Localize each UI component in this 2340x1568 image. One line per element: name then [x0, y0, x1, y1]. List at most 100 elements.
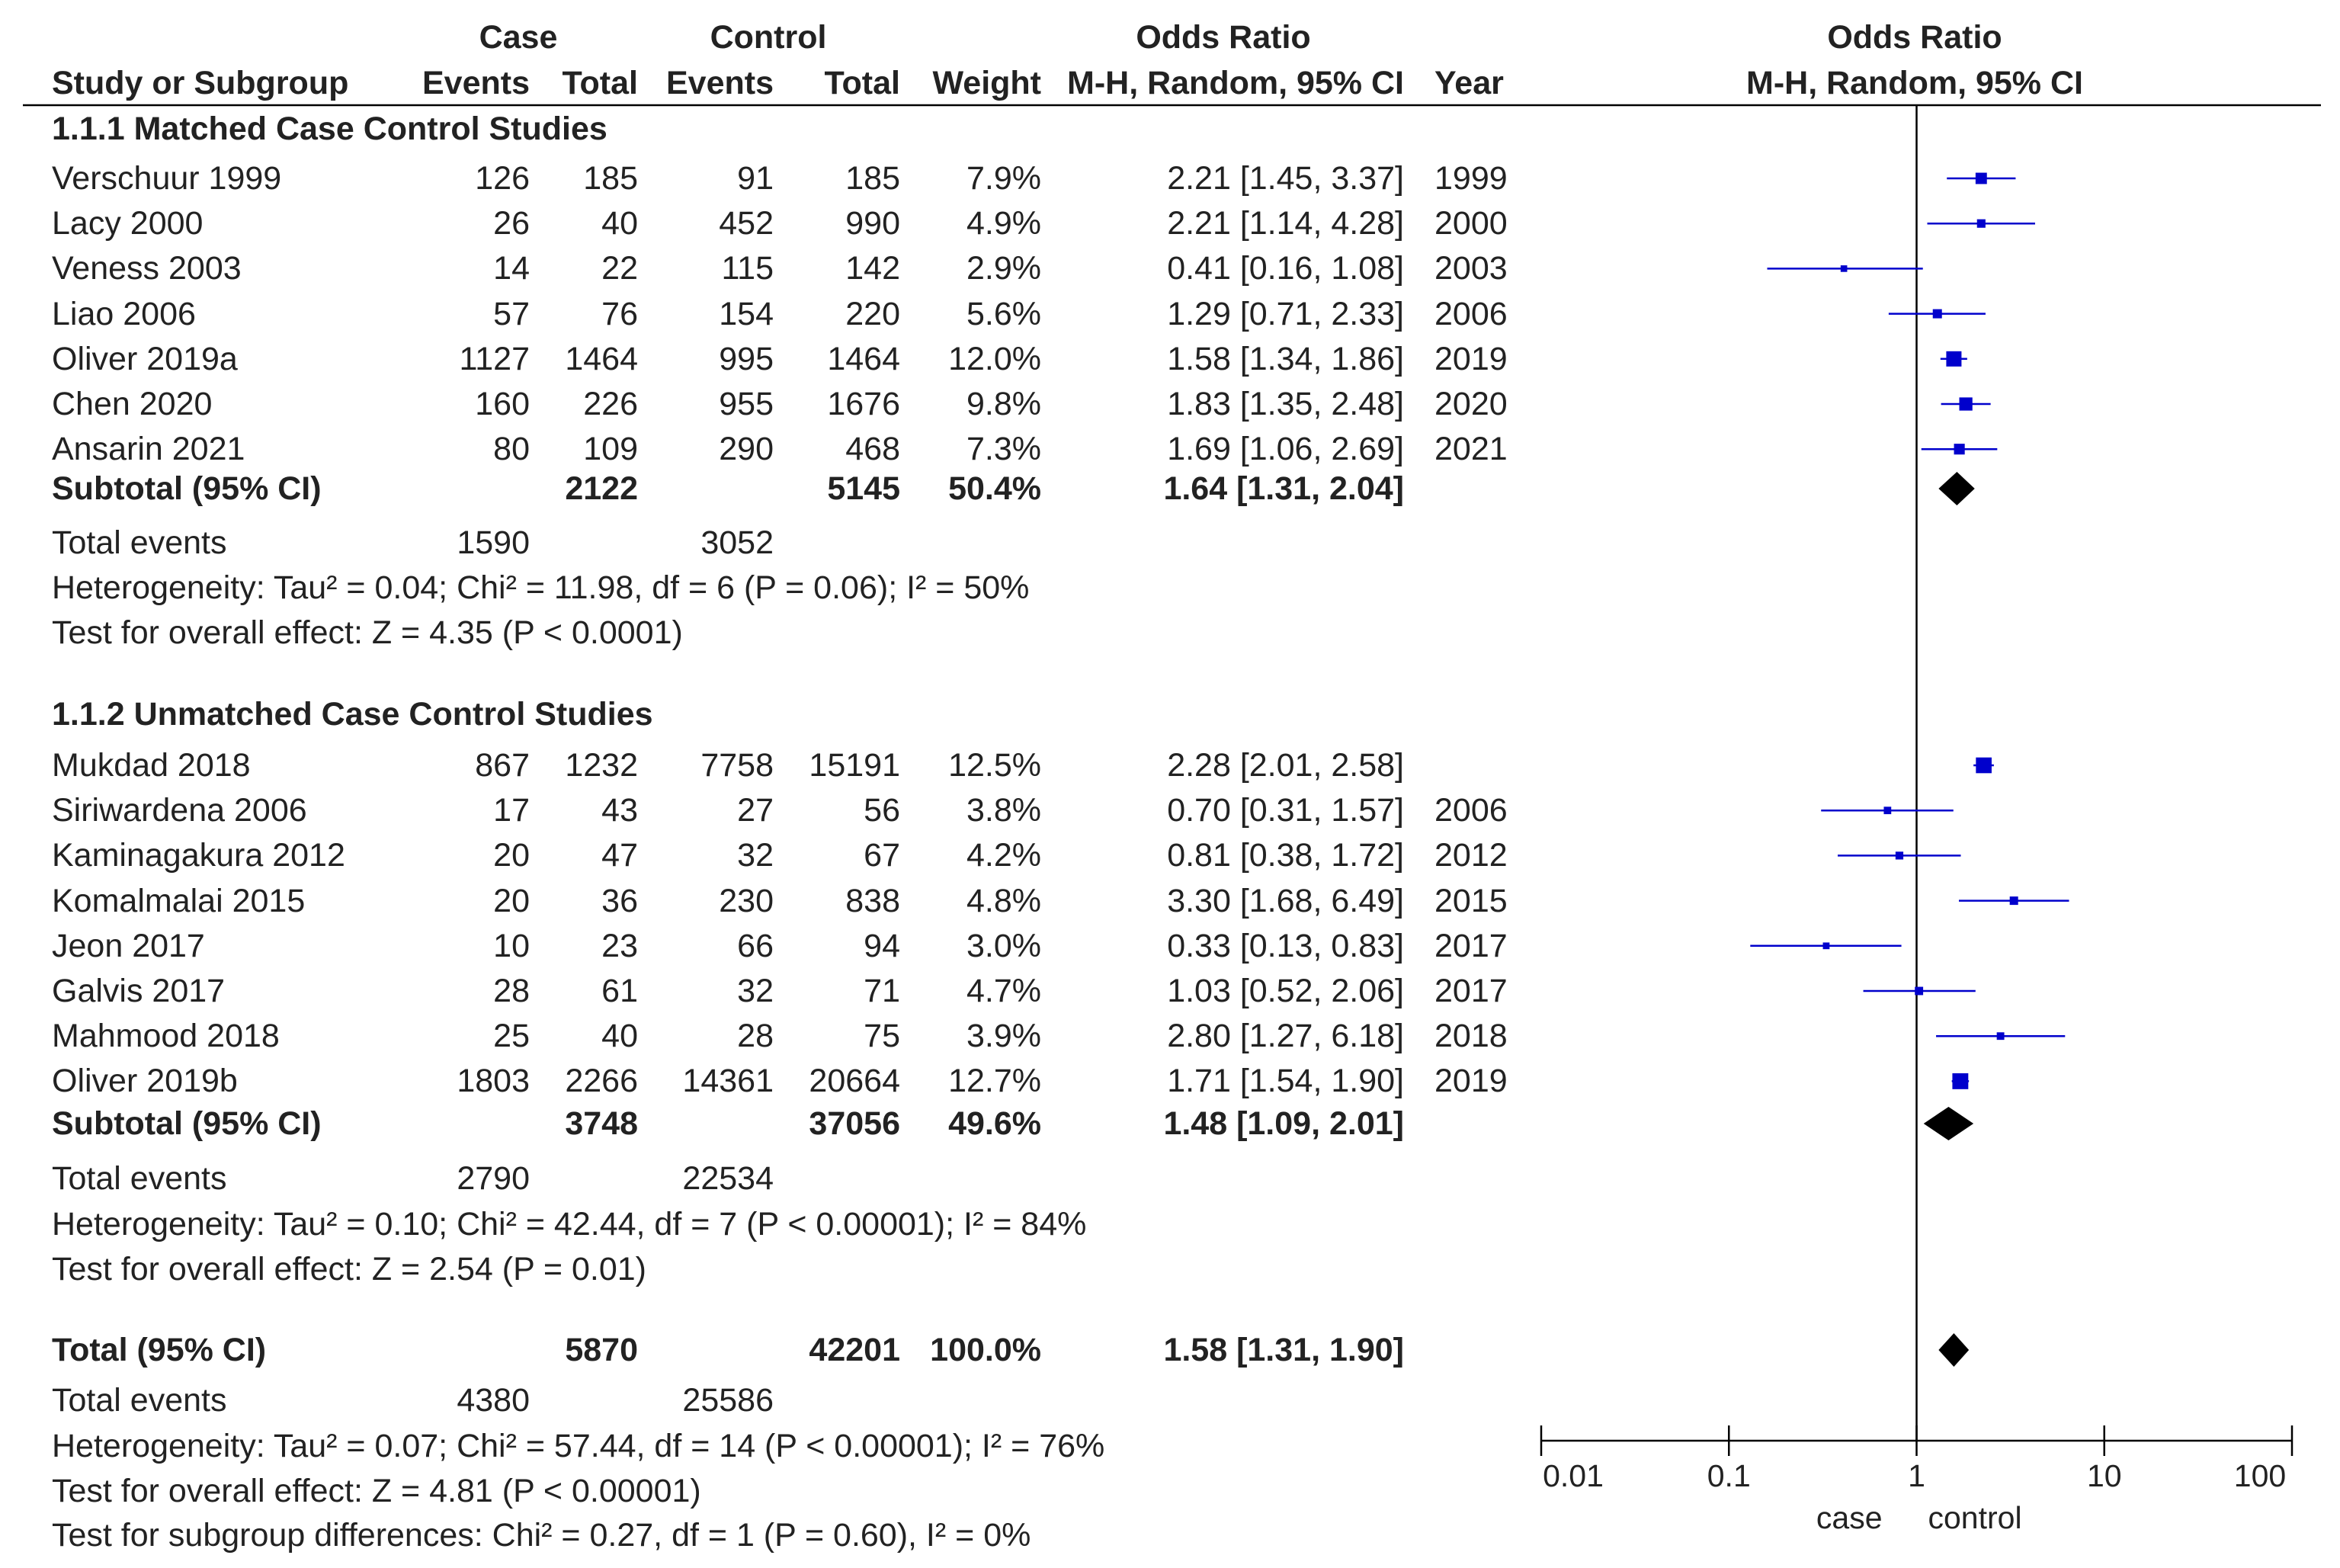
study-control-total: 15191 — [809, 747, 900, 784]
subtotal-control-total: 5145 — [827, 470, 900, 507]
study-point — [1976, 219, 1986, 228]
study-control-events: 14361 — [682, 1063, 774, 1100]
subgroup-title: 1.1.2 Unmatched Case Control Studies — [52, 696, 653, 733]
study-case-events: 14 — [493, 250, 530, 287]
favours-case-label: case — [1816, 1500, 1883, 1535]
study-odds-ratio-ci: 1.71 [1.54, 1.90] — [1167, 1063, 1404, 1100]
study-name: Verschuur 1999 — [52, 160, 282, 197]
study-control-events: 115 — [721, 250, 774, 287]
study-control-total: 990 — [845, 205, 900, 242]
header-or-method: M-H, Random, 95% CI — [1067, 65, 1404, 101]
study-weight: 12.0% — [948, 340, 1041, 377]
study-year: 2003 — [1434, 250, 1508, 287]
study-year: 2012 — [1434, 837, 1508, 874]
study-control-events: 955 — [719, 386, 774, 422]
study-case-events: 160 — [475, 386, 530, 422]
study-control-events: 7758 — [700, 747, 774, 784]
overall-heterogeneity-text: Heterogeneity: Tau² = 0.07; Chi² = 57.44… — [52, 1428, 1105, 1464]
study-control-events: 32 — [737, 973, 774, 1009]
study-case-total: 22 — [601, 250, 638, 287]
study-year: 2015 — [1434, 882, 1508, 919]
study-odds-ratio-ci: 0.70 [0.31, 1.57] — [1167, 792, 1404, 829]
study-point — [1883, 806, 1892, 815]
x-tick-label: 100 — [2234, 1458, 2286, 1493]
pooled-diamond — [1923, 1107, 1974, 1140]
study-year: 2017 — [1434, 973, 1508, 1009]
study-odds-ratio-ci: 1.58 [1.34, 1.86] — [1167, 340, 1404, 377]
study-case-total: 2266 — [565, 1063, 638, 1100]
study-weight: 7.3% — [966, 431, 1041, 468]
study-name: Ansarin 2021 — [52, 431, 245, 468]
study-name: Oliver 2019a — [52, 340, 238, 377]
study-odds-ratio-ci: 2.28 [2.01, 2.58] — [1167, 747, 1404, 784]
study-odds-ratio-ci: 1.69 [1.06, 2.69] — [1167, 431, 1404, 468]
study-control-events: 230 — [719, 882, 774, 919]
study-point — [1976, 757, 1992, 774]
study-point — [1996, 1032, 2005, 1041]
header-year: Year — [1434, 65, 1504, 101]
study-odds-ratio-ci: 2.80 [1.27, 6.18] — [1167, 1018, 1404, 1055]
study-point — [1952, 1073, 1969, 1089]
study-control-total: 1464 — [827, 340, 900, 377]
study-control-total: 94 — [864, 927, 900, 964]
study-weight: 4.9% — [966, 205, 1041, 242]
study-weight: 4.7% — [966, 973, 1041, 1009]
study-case-events: 867 — [475, 747, 530, 784]
study-case-total: 40 — [601, 205, 638, 242]
study-point — [1959, 397, 1973, 411]
study-control-total: 56 — [864, 792, 900, 829]
study-control-events: 91 — [737, 160, 774, 197]
study-control-events: 32 — [737, 837, 774, 874]
study-name: Liao 2006 — [52, 295, 196, 332]
study-control-total: 468 — [845, 431, 900, 468]
study-point — [1895, 851, 1904, 860]
study-point — [1822, 942, 1830, 950]
x-tick-label: 10 — [2087, 1458, 2122, 1493]
subtotal-case-total: 3748 — [565, 1105, 638, 1142]
study-case-events: 80 — [493, 431, 530, 468]
study-control-total: 185 — [845, 160, 900, 197]
header-control-total: Total — [824, 65, 900, 101]
study-year: 2019 — [1434, 340, 1508, 377]
study-name: Mukdad 2018 — [52, 747, 251, 784]
x-tick-label: 0.1 — [1707, 1458, 1751, 1493]
study-control-total: 71 — [864, 973, 900, 1009]
study-control-total: 142 — [845, 250, 900, 287]
study-control-events: 995 — [719, 340, 774, 377]
subtotal-control-total: 37056 — [809, 1105, 900, 1142]
subtotal-odds-ratio-ci: 1.48 [1.09, 2.01] — [1163, 1105, 1404, 1142]
total-control-total: 42201 — [809, 1332, 900, 1368]
plot-header-method: M-H, Random, 95% CI — [1746, 65, 2083, 101]
overall-effect-total-text: Test for overall effect: Z = 4.81 (P < 0… — [52, 1473, 701, 1509]
study-odds-ratio-ci: 1.83 [1.35, 2.48] — [1167, 386, 1404, 422]
study-weight: 4.8% — [966, 882, 1041, 919]
study-weight: 9.8% — [966, 386, 1041, 422]
study-year: 2021 — [1434, 431, 1508, 468]
study-weight: 3.8% — [966, 792, 1041, 829]
overall-effect-text: Test for overall effect: Z = 4.35 (P < 0… — [52, 614, 683, 651]
study-year: 2006 — [1434, 295, 1508, 332]
study-year: 2019 — [1434, 1063, 1508, 1100]
header-study: Study or Subgroup — [52, 65, 349, 101]
study-case-events: 1127 — [459, 340, 530, 377]
total-events-label: Total events — [52, 1160, 227, 1197]
subgroup-title: 1.1.1 Matched Case Control Studies — [52, 111, 607, 147]
study-case-events: 57 — [493, 295, 530, 332]
study-weight: 5.6% — [966, 295, 1041, 332]
study-year: 2000 — [1434, 205, 1508, 242]
study-case-events: 28 — [493, 973, 530, 1009]
study-case-events: 1803 — [457, 1063, 530, 1100]
subtotal-label: Subtotal (95% CI) — [52, 1105, 322, 1142]
total-events-control: 3052 — [700, 524, 774, 561]
pooled-diamond — [1938, 1333, 1970, 1367]
x-tick-label: 1 — [1908, 1458, 1925, 1493]
x-tick-label: 0.01 — [1543, 1458, 1604, 1493]
pooled-diamond — [1938, 472, 1975, 505]
study-weight: 12.5% — [948, 747, 1041, 784]
study-year: 2017 — [1434, 927, 1508, 964]
study-control-events: 154 — [719, 295, 774, 332]
header-case: Case — [479, 19, 558, 56]
study-case-total: 226 — [583, 386, 638, 422]
study-name: Galvis 2017 — [52, 973, 226, 1009]
